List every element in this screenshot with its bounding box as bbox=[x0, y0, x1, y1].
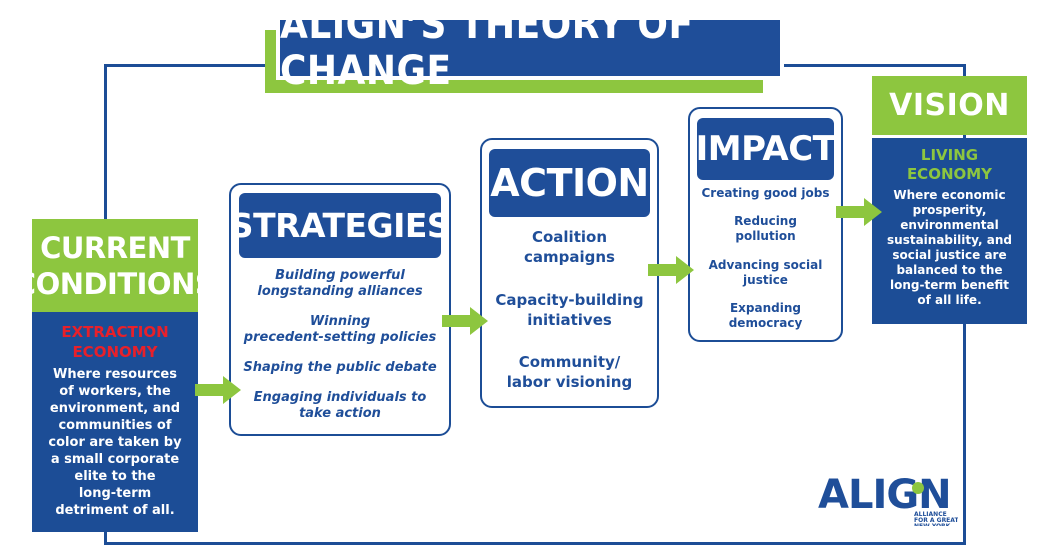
action-heading: ACTION bbox=[489, 149, 650, 217]
logo-tagline-line: FOR A GREATER bbox=[914, 517, 958, 524]
description-line: communities of bbox=[58, 418, 172, 433]
strategy-line: Shaping the public debate bbox=[243, 360, 437, 375]
strategy-line: longstanding alliances bbox=[257, 284, 423, 299]
current-conditions-heading: CURRENT CONDITIONS bbox=[15, 219, 216, 312]
strategy-item: Engaging individuals to take action bbox=[229, 390, 451, 422]
impact-item: Reducing pollution bbox=[688, 214, 843, 244]
action-line: Coalition bbox=[531, 228, 607, 246]
vision-description: Where economic prosperity, environmental… bbox=[872, 188, 1027, 308]
description-line: long-term bbox=[78, 486, 152, 501]
action-line: initiatives bbox=[527, 311, 612, 329]
description-line: prosperity, bbox=[912, 203, 987, 217]
description-line: environmental bbox=[900, 218, 999, 232]
current-conditions-heading-line2: CONDITIONS bbox=[14, 266, 216, 301]
action-line: campaigns bbox=[524, 248, 615, 266]
description-line: of workers, the bbox=[59, 384, 171, 399]
action-item: Coalition campaigns bbox=[480, 227, 659, 267]
strategy-item: Shaping the public debate bbox=[229, 360, 451, 376]
description-line: of all life. bbox=[917, 293, 982, 307]
impact-item: Expanding democracy bbox=[688, 301, 843, 331]
strategy-line: take action bbox=[299, 406, 381, 421]
current-conditions-description: Where resources of workers, the environm… bbox=[38, 366, 192, 519]
impact-line: justice bbox=[743, 273, 788, 287]
action-item: Capacity-building initiatives bbox=[480, 290, 659, 330]
living-economy-subtitle: LIVING ECONOMY bbox=[872, 146, 1027, 184]
strategy-line: Building powerful bbox=[275, 268, 405, 283]
description-line: environment, and bbox=[49, 401, 181, 416]
arrow-right-icon bbox=[442, 307, 488, 335]
description-line: sustainability, and bbox=[887, 233, 1012, 247]
description-line: a small corporate bbox=[50, 452, 180, 467]
strategy-line: Winning bbox=[309, 314, 371, 329]
arrow-right-icon bbox=[195, 376, 241, 404]
vision-heading: VISION bbox=[872, 76, 1027, 135]
description-line: color are taken by bbox=[48, 435, 182, 450]
logo-wordmark: ALIGN bbox=[818, 474, 951, 518]
impact-item: Creating good jobs bbox=[688, 186, 843, 201]
impact-heading: IMPACT bbox=[696, 118, 836, 180]
logo-tagline-line: NEW YORK bbox=[914, 523, 951, 526]
arrow-right-icon bbox=[836, 198, 882, 226]
arrow-right-icon bbox=[648, 256, 694, 284]
impact-item: Advancing social justice bbox=[688, 258, 843, 288]
subtitle-line: LIVING bbox=[920, 146, 979, 164]
current-conditions-heading-line1: CURRENT bbox=[40, 230, 190, 265]
description-line: Where economic bbox=[893, 188, 1006, 202]
strategy-line: precedent-setting policies bbox=[243, 330, 437, 345]
strategies-heading: STRATEGIES bbox=[230, 193, 451, 258]
logo-marker-icon bbox=[912, 482, 924, 494]
current-conditions-panel: EXTRACTION ECONOMY Where resources of wo… bbox=[32, 312, 198, 532]
page-title: ALIGN’S THEORY OF CHANGE bbox=[276, 2, 784, 94]
description-line: Where resources bbox=[53, 367, 177, 382]
strategy-item: Building powerful longstanding alliances bbox=[229, 268, 451, 300]
action-item: Community/ labor visioning bbox=[480, 352, 659, 392]
impact-line: pollution bbox=[735, 229, 796, 243]
action-line: labor visioning bbox=[506, 373, 633, 391]
strategy-line: Engaging individuals to bbox=[253, 390, 427, 405]
subtitle-line: EXTRACTION bbox=[61, 323, 169, 341]
extraction-economy-subtitle: EXTRACTION ECONOMY bbox=[38, 322, 192, 362]
description-line: social justice are bbox=[892, 248, 1007, 262]
action-line: Community/ bbox=[518, 353, 621, 371]
subtitle-line: ECONOMY bbox=[72, 343, 158, 361]
logo-tagline-line: ALLIANCE bbox=[914, 511, 947, 518]
subtitle-line: ECONOMY bbox=[906, 165, 993, 183]
impact-line: Reducing bbox=[734, 214, 797, 228]
impact-line: Expanding bbox=[729, 301, 801, 315]
impact-line: Creating good jobs bbox=[701, 186, 830, 200]
description-line: elite to the bbox=[74, 469, 156, 484]
strategy-item: Winning precedent-setting policies bbox=[229, 314, 451, 346]
vision-panel: LIVING ECONOMY Where economic prosperity… bbox=[872, 138, 1027, 324]
align-logo: ALIGN ALLIANCE FOR A GREATER NEW YORK bbox=[818, 474, 958, 526]
impact-line: democracy bbox=[728, 316, 803, 330]
impact-line: Advancing social bbox=[708, 258, 823, 272]
action-line: Capacity-building bbox=[495, 291, 644, 309]
description-line: long-term benefit bbox=[890, 278, 1009, 292]
description-line: detriment of all. bbox=[55, 503, 175, 518]
description-line: balanced to the bbox=[896, 263, 1003, 277]
